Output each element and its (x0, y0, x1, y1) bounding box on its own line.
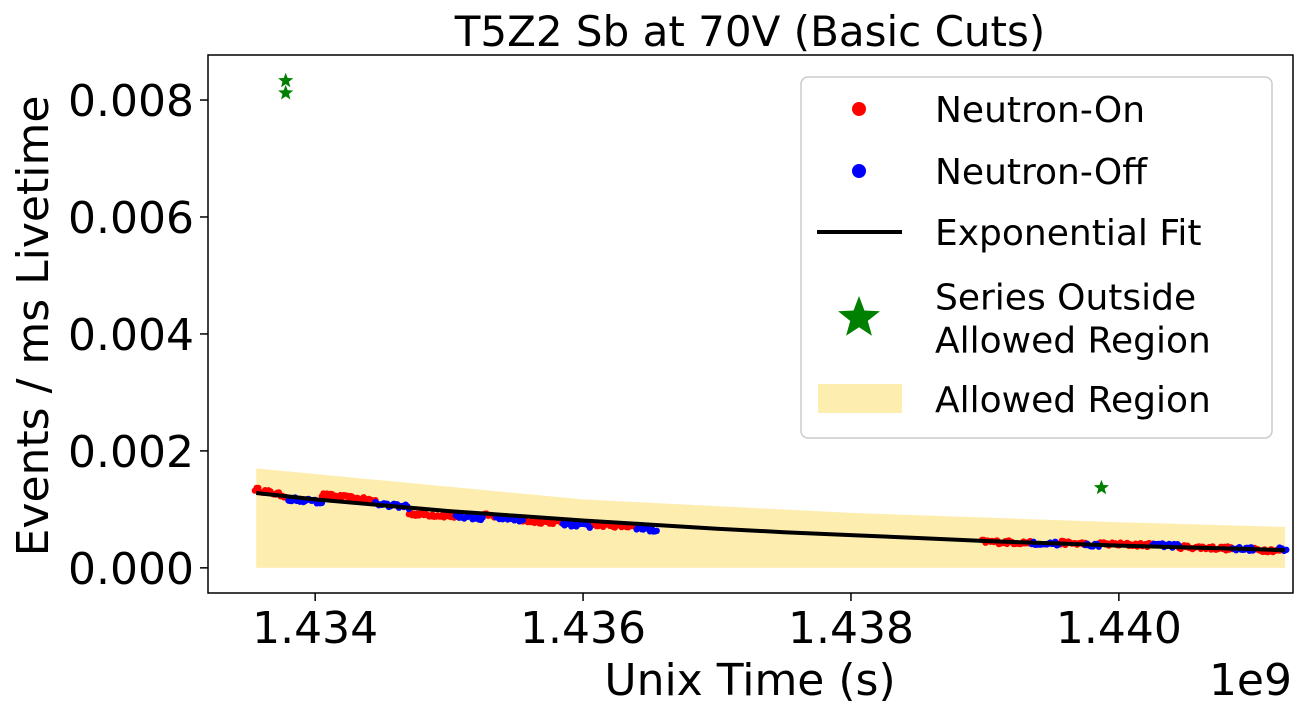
legend: Neutron-On Neutron-Off Exponential Fit Seri… (800, 76, 1273, 439)
y-tick-label: 0.004 (68, 310, 194, 361)
chart-title: T5Z2 Sb at 70V (Basic Cuts) (454, 7, 1046, 56)
data-point (519, 516, 526, 524)
x-axis-offset-label: 1e9 (1209, 655, 1292, 706)
legend-label: Neutron-On (935, 90, 1145, 131)
y-axis-label: Events / ms Livetime (8, 96, 59, 557)
legend-entry: Neutron-On (852, 90, 1145, 131)
outlier-star (1093, 479, 1110, 495)
outlier-star (278, 85, 294, 100)
legend-label: Allowed Region (935, 380, 1211, 421)
x-axis: 1.434 1.436 1.438 1.440 (252, 593, 1182, 654)
legend-label: Exponential Fit (935, 213, 1202, 254)
series-outliers (278, 72, 1110, 495)
y-tick-label: 0.008 (68, 76, 194, 127)
y-tick-label: 0.002 (68, 427, 194, 478)
data-point (479, 514, 486, 521)
legend-label: Allowed Region (935, 321, 1211, 362)
legend-marker-dot (852, 164, 866, 178)
legend-marker-dot (852, 102, 866, 116)
legend-entry: Allowed Region (818, 380, 1211, 421)
outlier-star (278, 72, 294, 88)
legend-label: Series Outside (935, 278, 1196, 319)
plot-frame (207, 54, 1294, 594)
x-tick-label: 1.438 (788, 603, 914, 654)
plot-area (251, 72, 1290, 568)
data-point (653, 527, 660, 534)
x-tick-label: 1.436 (520, 603, 646, 654)
legend-box (800, 76, 1273, 439)
y-tick-label: 0.000 (68, 544, 194, 595)
legend-label: Neutron-Off (935, 152, 1148, 193)
x-tick-label: 1.440 (1056, 603, 1182, 654)
legend-marker-star (838, 296, 880, 336)
legend-entry: Exponential Fit (817, 213, 1202, 254)
legend-entry: Neutron-Off (852, 152, 1148, 193)
y-axis: 0.000 0.002 0.004 0.006 0.008 (68, 76, 208, 595)
legend-marker-patch (818, 384, 902, 413)
x-tick-label: 1.434 (252, 603, 378, 654)
data-point (586, 524, 593, 531)
y-tick-label: 0.006 (68, 193, 194, 244)
x-axis-label: Unix Time (s) (604, 655, 895, 706)
exponential-fit-line (255, 491, 1286, 553)
